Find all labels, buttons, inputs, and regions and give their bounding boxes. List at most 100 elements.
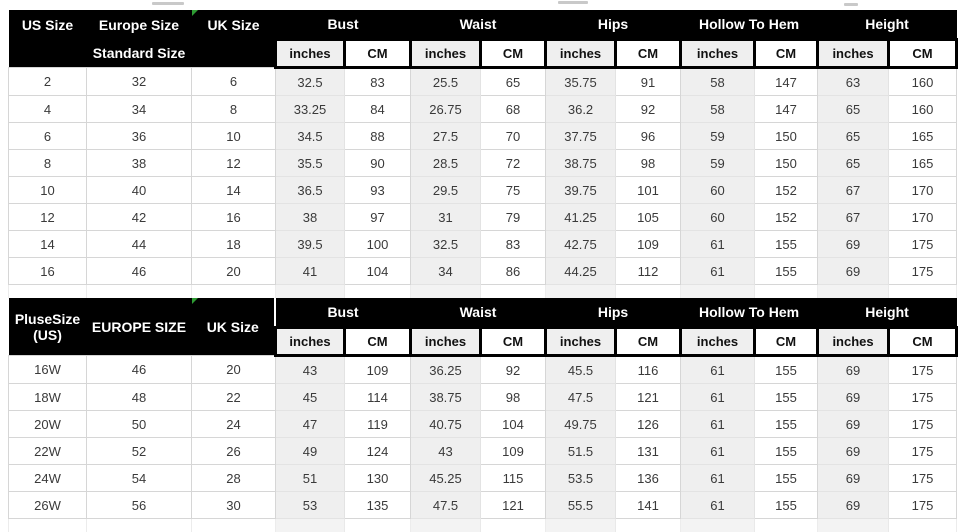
empty-cell bbox=[276, 519, 345, 532]
group-header-hollow-to-hem: Hollow To Hem bbox=[681, 10, 818, 40]
cell: 130 bbox=[345, 465, 411, 492]
cell: 32 bbox=[87, 68, 192, 96]
cell: 65 bbox=[818, 96, 889, 123]
size-chart-page: US Size Europe Size UK Size Bust Waist H… bbox=[8, 10, 958, 532]
cell: 155 bbox=[755, 231, 818, 258]
empty-cell bbox=[276, 285, 345, 299]
cell: 61 bbox=[681, 384, 755, 411]
cell: 28.5 bbox=[411, 150, 481, 177]
cell: 69 bbox=[818, 231, 889, 258]
cell: 155 bbox=[755, 465, 818, 492]
cell: 155 bbox=[755, 411, 818, 438]
cell: 175 bbox=[889, 492, 957, 519]
cell: 8 bbox=[192, 96, 276, 123]
cell: 58 bbox=[681, 68, 755, 96]
cell: 70 bbox=[481, 123, 546, 150]
cell: 61 bbox=[681, 411, 755, 438]
cell: 65 bbox=[818, 123, 889, 150]
cell: 63 bbox=[818, 68, 889, 96]
unit-header-waist-cm: CM bbox=[481, 328, 546, 356]
cell: 46 bbox=[87, 258, 192, 285]
cell: 92 bbox=[616, 96, 681, 123]
col-header-uk-size: UK Size bbox=[192, 298, 276, 356]
cell: 50 bbox=[87, 411, 192, 438]
empty-strip-row bbox=[9, 285, 957, 299]
excel-error-flag-icon bbox=[192, 10, 198, 16]
cell: 26.75 bbox=[411, 96, 481, 123]
cell: 31 bbox=[411, 204, 481, 231]
cell: 42 bbox=[87, 204, 192, 231]
cell: 98 bbox=[616, 150, 681, 177]
empty-cell bbox=[818, 519, 889, 532]
cell: 53.5 bbox=[546, 465, 616, 492]
cell: 24 bbox=[192, 411, 276, 438]
cell: 20W bbox=[9, 411, 87, 438]
unit-header-hollow-inches: inches bbox=[681, 328, 755, 356]
cell: 155 bbox=[755, 438, 818, 465]
cell: 49 bbox=[276, 438, 345, 465]
cell: 105 bbox=[616, 204, 681, 231]
cell: 55.5 bbox=[546, 492, 616, 519]
cell: 69 bbox=[818, 258, 889, 285]
cell: 91 bbox=[616, 68, 681, 96]
cell: 112 bbox=[616, 258, 681, 285]
cell: 68 bbox=[481, 96, 546, 123]
cell: 45 bbox=[276, 384, 345, 411]
unit-header-hollow-cm: CM bbox=[755, 328, 818, 356]
group-header-waist: Waist bbox=[411, 298, 546, 328]
cell: 16W bbox=[9, 356, 87, 384]
empty-cell bbox=[546, 519, 616, 532]
group-header-height: Height bbox=[818, 298, 957, 328]
cell: 28 bbox=[192, 465, 276, 492]
group-header-waist: Waist bbox=[411, 10, 546, 40]
cell: 147 bbox=[755, 68, 818, 96]
cell: 2 bbox=[9, 68, 87, 96]
cell: 20 bbox=[192, 356, 276, 384]
cell: 8 bbox=[9, 150, 87, 177]
cell: 44 bbox=[87, 231, 192, 258]
cell: 43 bbox=[276, 356, 345, 384]
unit-header-hips-cm: CM bbox=[616, 40, 681, 68]
cell: 97 bbox=[345, 204, 411, 231]
cell: 20 bbox=[192, 258, 276, 285]
cell: 84 bbox=[345, 96, 411, 123]
standard-size-table: US Size Europe Size UK Size Bust Waist H… bbox=[8, 10, 958, 298]
cell: 150 bbox=[755, 123, 818, 150]
cell: 59 bbox=[681, 150, 755, 177]
cell: 59 bbox=[681, 123, 755, 150]
cell: 12 bbox=[192, 150, 276, 177]
unit-header-height-cm: CM bbox=[889, 40, 957, 68]
col-header-us-size: US Size bbox=[9, 10, 87, 40]
cell: 152 bbox=[755, 177, 818, 204]
col-header-plus-size: PluseSize (US) bbox=[9, 298, 87, 356]
standard-header-row-units: Standard Size inches CM inches CM inches… bbox=[9, 40, 957, 68]
crop-artifact bbox=[558, 1, 588, 4]
cell: 34 bbox=[87, 96, 192, 123]
cell: 30 bbox=[192, 492, 276, 519]
cell: 16 bbox=[192, 204, 276, 231]
cell: 27.5 bbox=[411, 123, 481, 150]
cell: 14 bbox=[192, 177, 276, 204]
cell: 6 bbox=[9, 123, 87, 150]
unit-header-hips-inches: inches bbox=[546, 40, 616, 68]
cell: 33.25 bbox=[276, 96, 345, 123]
cell: 119 bbox=[345, 411, 411, 438]
cell: 53 bbox=[276, 492, 345, 519]
cell: 52 bbox=[87, 438, 192, 465]
cell: 160 bbox=[889, 96, 957, 123]
cell: 45.25 bbox=[411, 465, 481, 492]
cell: 175 bbox=[889, 258, 957, 285]
cell: 175 bbox=[889, 384, 957, 411]
uk-size-label: UK Size bbox=[207, 319, 259, 335]
cell: 69 bbox=[818, 384, 889, 411]
cell: 160 bbox=[889, 68, 957, 96]
group-header-hips: Hips bbox=[546, 298, 681, 328]
cell: 51 bbox=[276, 465, 345, 492]
cell: 49.75 bbox=[546, 411, 616, 438]
cell: 61 bbox=[681, 465, 755, 492]
